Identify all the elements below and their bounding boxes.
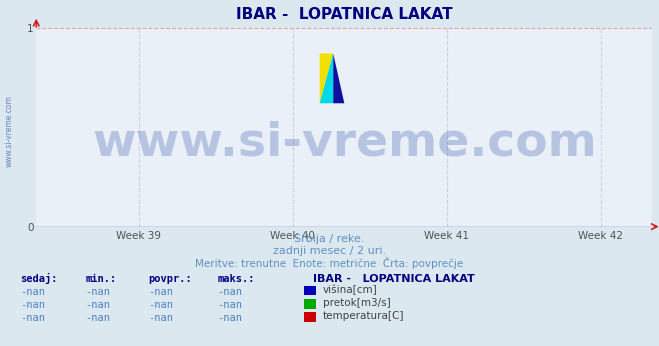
Text: -nan: -nan [217,287,243,297]
Text: www.si-vreme.com: www.si-vreme.com [92,120,596,166]
Text: sedaj:: sedaj: [20,273,57,284]
Text: -nan: -nan [148,313,173,323]
Text: -nan: -nan [217,300,243,310]
Text: temperatura[C]: temperatura[C] [323,311,405,321]
Polygon shape [320,54,333,103]
Text: -nan: -nan [86,287,111,297]
Text: -nan: -nan [148,300,173,310]
Text: -nan: -nan [86,300,111,310]
Text: -nan: -nan [148,287,173,297]
Text: -nan: -nan [20,313,45,323]
Text: www.si-vreme.com: www.si-vreme.com [5,95,14,167]
Text: IBAR -   LOPATNICA LAKAT: IBAR - LOPATNICA LAKAT [313,274,474,284]
Text: -nan: -nan [217,313,243,323]
Text: -nan: -nan [20,287,45,297]
Text: -nan: -nan [86,313,111,323]
Text: maks.:: maks.: [217,274,255,284]
Text: pretok[m3/s]: pretok[m3/s] [323,298,391,308]
Text: povpr.:: povpr.: [148,274,192,284]
Polygon shape [320,54,333,103]
Text: zadnji mesec / 2 uri.: zadnji mesec / 2 uri. [273,246,386,256]
Text: min.:: min.: [86,274,117,284]
Title: IBAR -  LOPATNICA LAKAT: IBAR - LOPATNICA LAKAT [236,7,453,22]
Polygon shape [333,54,345,103]
Text: Meritve: trenutne  Enote: metrične  Črta: povprečje: Meritve: trenutne Enote: metrične Črta: … [195,257,464,269]
Text: Srbija / reke.: Srbija / reke. [295,234,364,244]
Text: -nan: -nan [20,300,45,310]
Text: višina[cm]: višina[cm] [323,284,378,295]
